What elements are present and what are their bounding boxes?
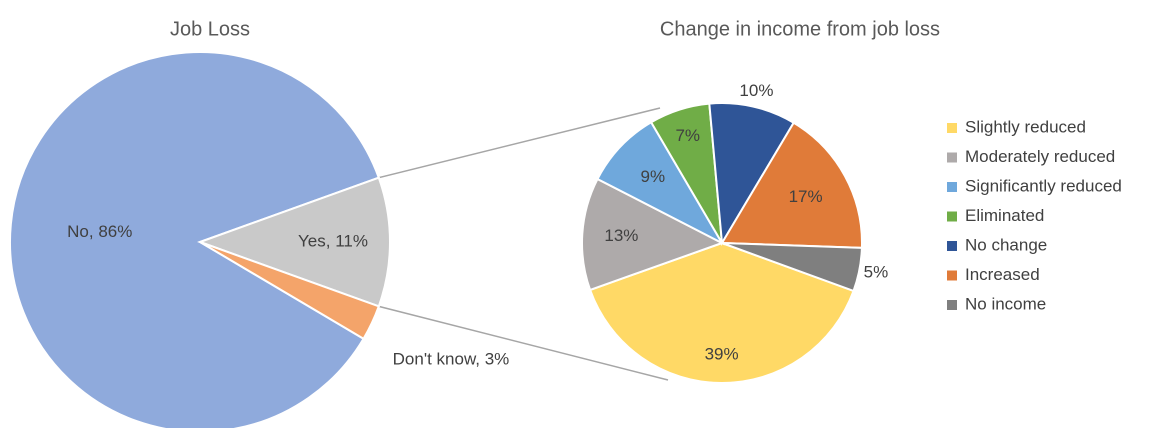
chart-title: Change in income from job loss (660, 18, 940, 40)
data-label: 5% (864, 262, 889, 281)
connector-line (378, 107, 661, 179)
pie-slice (720, 121, 863, 249)
legend-label: Significantly reduced (965, 176, 1122, 195)
legend-label: No change (965, 235, 1047, 254)
data-label: 10% (739, 81, 773, 100)
pie-slice (708, 102, 796, 247)
connector-line (378, 305, 669, 381)
pie-slice (199, 241, 381, 341)
pie-slice (588, 241, 855, 384)
data-label: Yes, 11% (298, 231, 368, 250)
legend-swatch (947, 300, 957, 310)
legend-label: Increased (965, 265, 1040, 284)
legend-label: No income (965, 294, 1046, 313)
legend-swatch (947, 211, 957, 222)
legend-swatch (947, 152, 957, 163)
data-label: 39% (705, 344, 739, 363)
legend-swatch (947, 241, 957, 251)
pie-slice (721, 242, 863, 293)
pie-slice (581, 177, 725, 292)
legend-label: Slightly reduced (965, 117, 1086, 136)
chart-title: Job Loss (170, 18, 250, 40)
data-label: 13% (604, 226, 638, 245)
legend-label: Moderately reduced (965, 147, 1115, 166)
pie-slice (197, 176, 391, 308)
data-label: 17% (789, 187, 823, 206)
data-label: Don't know, 3% (393, 350, 510, 369)
data-label: 7% (675, 126, 700, 145)
legend-label: Eliminated (965, 206, 1044, 225)
pie-slice (596, 120, 725, 246)
legend-swatch (947, 182, 957, 192)
legend-swatch (947, 270, 957, 281)
data-label: No, 86% (67, 222, 132, 241)
data-label: 9% (641, 167, 666, 186)
legend-swatch (947, 123, 957, 133)
